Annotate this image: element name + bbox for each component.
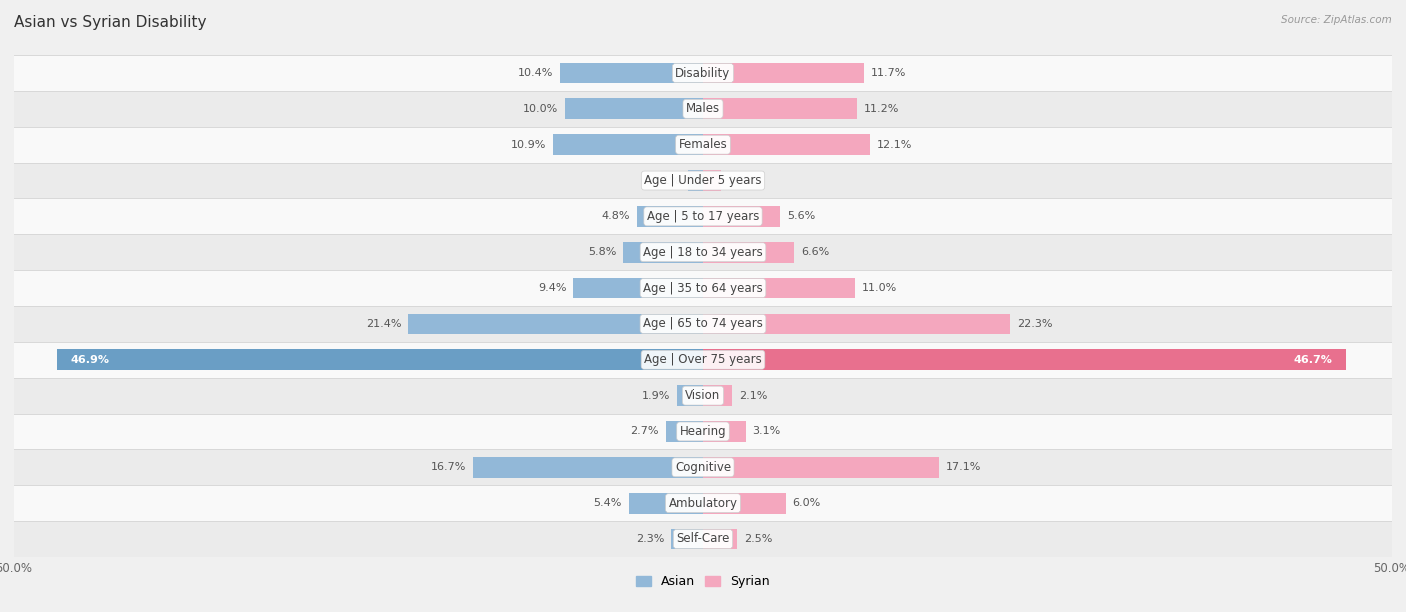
Text: 4.8%: 4.8% [602,211,630,222]
Bar [676,385,703,406]
Text: Hearing: Hearing [679,425,727,438]
Text: 17.1%: 17.1% [945,462,981,472]
Bar [560,62,703,83]
Text: 2.3%: 2.3% [636,534,665,544]
Text: Age | 65 to 74 years: Age | 65 to 74 years [643,318,763,330]
Bar [14,234,1392,270]
Text: Vision: Vision [685,389,721,402]
Bar [14,127,1392,163]
Bar [703,278,855,299]
Text: 10.0%: 10.0% [523,104,558,114]
Bar [703,385,733,406]
Text: Source: ZipAtlas.com: Source: ZipAtlas.com [1281,15,1392,25]
Text: Age | 5 to 17 years: Age | 5 to 17 years [647,210,759,223]
Text: 16.7%: 16.7% [430,462,465,472]
Text: 6.0%: 6.0% [793,498,821,508]
Bar [14,449,1392,485]
Text: 10.4%: 10.4% [517,68,553,78]
Bar [472,457,703,478]
Text: 5.8%: 5.8% [588,247,616,257]
Bar [565,99,703,119]
Text: 1.1%: 1.1% [652,176,681,185]
Bar [628,493,703,513]
Bar [703,99,858,119]
Bar [14,485,1392,521]
Bar [574,278,703,299]
Bar [703,242,794,263]
Bar [14,414,1392,449]
Text: Cognitive: Cognitive [675,461,731,474]
Text: 3.1%: 3.1% [752,427,780,436]
Text: Age | 35 to 64 years: Age | 35 to 64 years [643,282,763,294]
Bar [671,529,703,550]
Bar [703,134,870,155]
Text: 10.9%: 10.9% [510,140,546,150]
Text: 11.0%: 11.0% [862,283,897,293]
Text: Asian vs Syrian Disability: Asian vs Syrian Disability [14,15,207,31]
Text: 2.5%: 2.5% [744,534,773,544]
Text: 12.1%: 12.1% [876,140,912,150]
Bar [703,457,939,478]
Bar [14,378,1392,414]
Text: 21.4%: 21.4% [366,319,401,329]
Text: Ambulatory: Ambulatory [668,497,738,510]
Bar [703,62,865,83]
Text: 2.7%: 2.7% [630,427,659,436]
Text: 46.9%: 46.9% [70,355,110,365]
Bar [703,421,745,442]
Text: Self-Care: Self-Care [676,532,730,545]
Text: Males: Males [686,102,720,115]
Text: Disability: Disability [675,67,731,80]
Bar [703,170,721,191]
Text: Females: Females [679,138,727,151]
Bar [703,493,786,513]
Bar [14,342,1392,378]
Text: Age | Under 5 years: Age | Under 5 years [644,174,762,187]
Bar [14,270,1392,306]
Text: 1.3%: 1.3% [728,176,756,185]
Bar [408,313,703,334]
Bar [14,163,1392,198]
Bar [703,529,738,550]
Text: 6.6%: 6.6% [801,247,830,257]
Bar [688,170,703,191]
Text: 11.2%: 11.2% [865,104,900,114]
Text: Age | 18 to 34 years: Age | 18 to 34 years [643,246,763,259]
Bar [14,306,1392,342]
Bar [703,313,1011,334]
Bar [14,521,1392,557]
Bar [14,198,1392,234]
Bar [56,349,703,370]
Bar [703,349,1347,370]
Text: 1.9%: 1.9% [641,390,669,401]
Bar [14,91,1392,127]
Text: 22.3%: 22.3% [1017,319,1053,329]
Text: 11.7%: 11.7% [872,68,907,78]
Text: 9.4%: 9.4% [538,283,567,293]
Bar [637,206,703,227]
Bar [666,421,703,442]
Text: 46.7%: 46.7% [1294,355,1333,365]
Text: 5.6%: 5.6% [787,211,815,222]
Legend: Asian, Syrian: Asian, Syrian [636,575,770,588]
Text: 2.1%: 2.1% [738,390,768,401]
Text: Age | Over 75 years: Age | Over 75 years [644,353,762,366]
Bar [623,242,703,263]
Bar [553,134,703,155]
Bar [14,55,1392,91]
Text: 5.4%: 5.4% [593,498,621,508]
Bar [703,206,780,227]
